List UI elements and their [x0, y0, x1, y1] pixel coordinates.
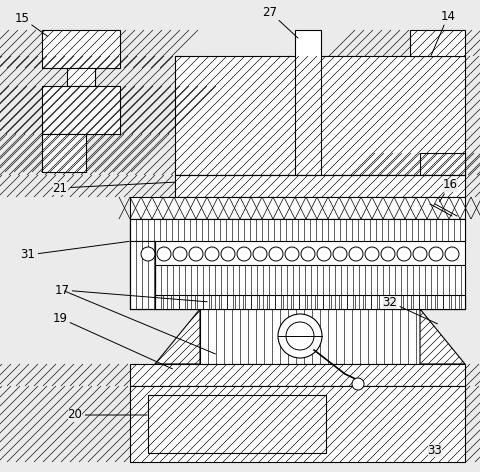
Text: 19: 19	[52, 312, 172, 369]
Text: 33: 33	[428, 444, 443, 456]
Text: 16: 16	[440, 178, 457, 202]
Bar	[130, 386, 465, 462]
Text: 27: 27	[263, 6, 298, 38]
Circle shape	[445, 247, 459, 261]
Bar	[42, 86, 120, 134]
Circle shape	[413, 247, 427, 261]
Bar	[155, 295, 465, 309]
Bar	[130, 219, 465, 241]
Text: 20: 20	[68, 408, 147, 421]
Bar	[175, 175, 465, 197]
Bar	[175, 56, 465, 175]
Bar	[130, 219, 465, 309]
Circle shape	[333, 247, 347, 261]
Circle shape	[253, 247, 267, 261]
Bar	[130, 364, 465, 386]
Circle shape	[349, 247, 363, 261]
Bar	[148, 395, 326, 453]
Circle shape	[205, 247, 219, 261]
Circle shape	[286, 322, 314, 350]
Circle shape	[141, 247, 155, 261]
Circle shape	[189, 247, 203, 261]
Text: 31: 31	[21, 241, 129, 261]
Circle shape	[352, 378, 364, 390]
Text: 17: 17	[55, 284, 207, 302]
Circle shape	[221, 247, 235, 261]
Bar	[200, 309, 420, 364]
Text: 15: 15	[14, 11, 48, 36]
Bar	[130, 197, 465, 219]
Circle shape	[397, 247, 411, 261]
Circle shape	[285, 247, 299, 261]
Circle shape	[301, 247, 315, 261]
Text: 14: 14	[431, 9, 456, 55]
Bar	[420, 153, 465, 175]
Bar	[155, 265, 465, 309]
Text: 21: 21	[52, 182, 175, 194]
Circle shape	[173, 247, 187, 261]
Circle shape	[365, 247, 379, 261]
Polygon shape	[420, 309, 465, 364]
Bar	[42, 30, 120, 68]
Bar	[410, 30, 465, 56]
Circle shape	[157, 247, 171, 261]
Bar	[295, 30, 321, 175]
Circle shape	[278, 314, 322, 358]
Polygon shape	[155, 309, 200, 364]
Bar	[130, 241, 155, 309]
Circle shape	[269, 247, 283, 261]
Circle shape	[317, 247, 331, 261]
Bar	[67, 68, 95, 86]
Text: 32: 32	[383, 295, 437, 324]
Bar	[42, 134, 86, 172]
Circle shape	[429, 247, 443, 261]
Circle shape	[381, 247, 395, 261]
Circle shape	[237, 247, 251, 261]
